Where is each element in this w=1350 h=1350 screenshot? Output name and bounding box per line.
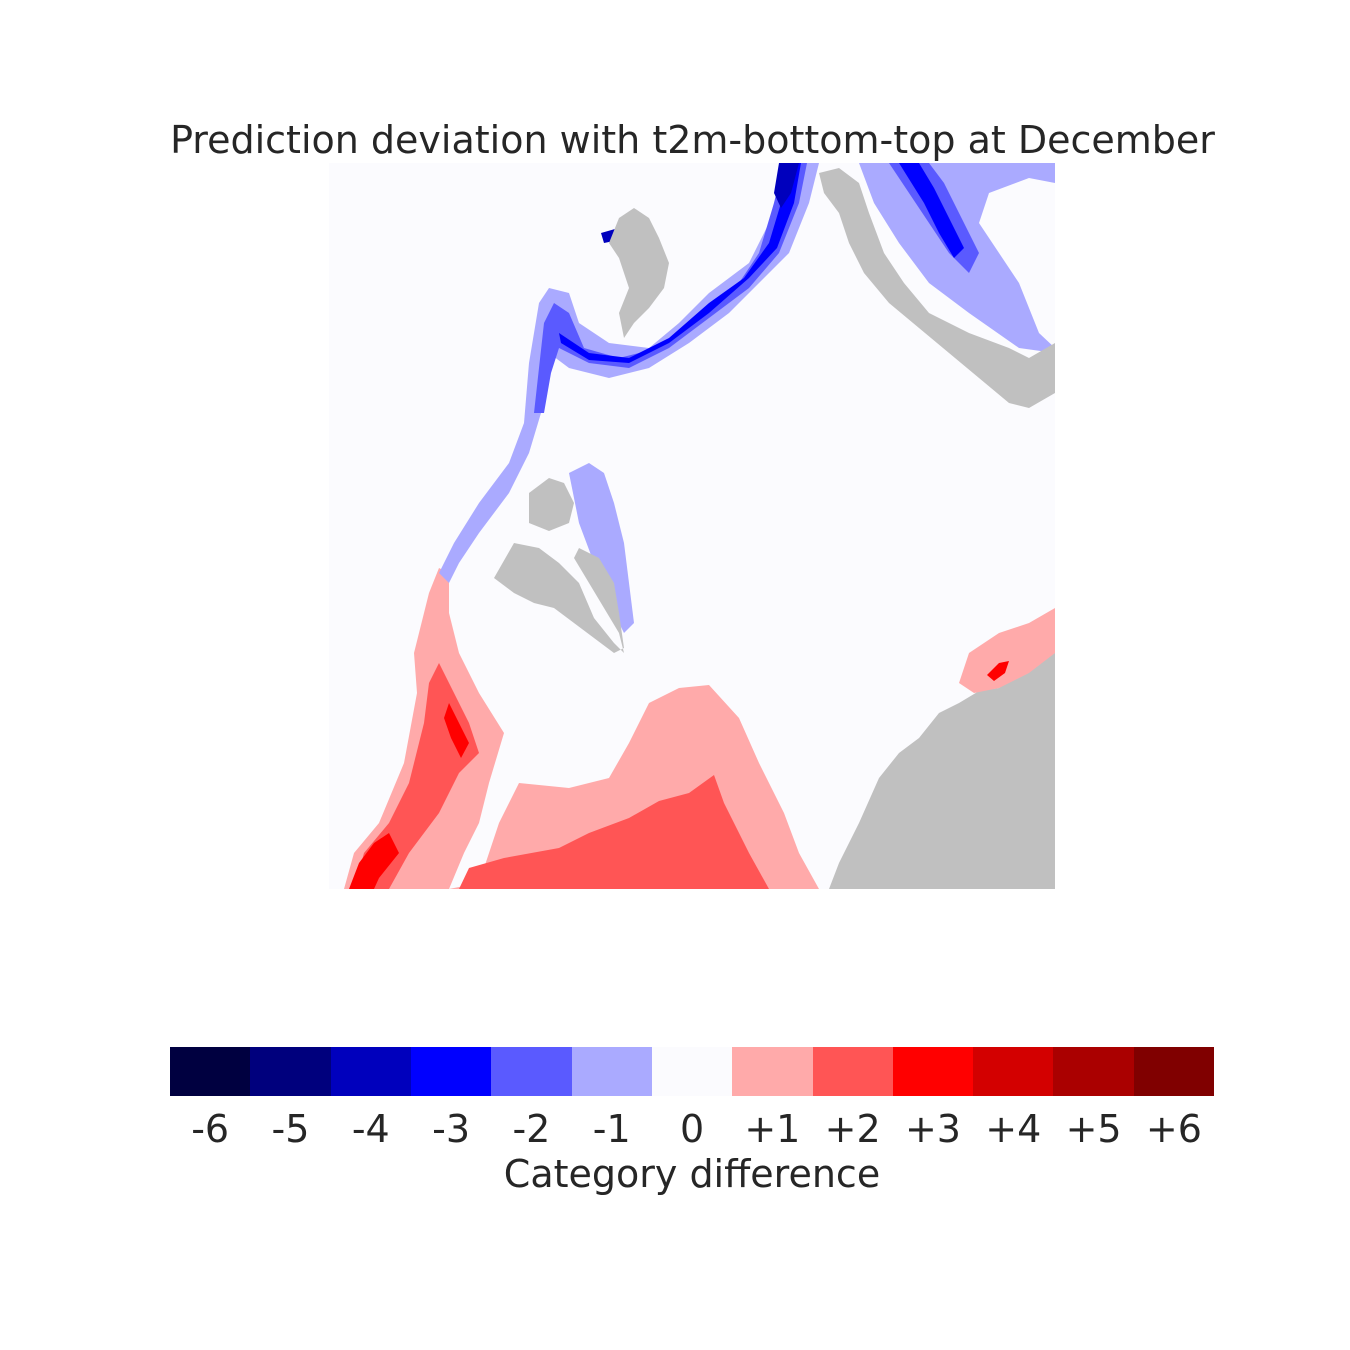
colorbar-cell — [732, 1047, 813, 1096]
positive-patch-plus1-southeast — [959, 608, 1055, 693]
colorbar-tick-label: 0 — [679, 1107, 705, 1151]
positive-strip-plus3-west-inner — [444, 703, 469, 758]
colorbar-tick-label: -5 — [271, 1107, 310, 1151]
land-northeast — [819, 168, 1055, 408]
colorbar-tick-label: -4 — [351, 1107, 390, 1151]
positive-band-plus2-south — [459, 775, 769, 889]
colorbar-cell — [812, 1047, 893, 1096]
colorbar-cell — [170, 1047, 251, 1096]
colorbar-tick-label: +1 — [744, 1107, 801, 1151]
negative-strip-minus1-northwest — [439, 163, 819, 583]
colorbar-cell — [330, 1047, 411, 1096]
colorbar-tick-label: -2 — [512, 1107, 551, 1151]
deviation-map — [329, 163, 1055, 889]
colorbar-tick-label: -3 — [432, 1107, 471, 1151]
positive-patch-plus3-southeast — [987, 661, 1009, 681]
colorbar-tick-label: -1 — [592, 1107, 631, 1151]
land-southern-islands — [494, 543, 624, 653]
colorbar-tick-label: +4 — [985, 1107, 1042, 1151]
colorbar-cell — [651, 1047, 733, 1096]
land-central-island — [529, 478, 574, 531]
negative-strip-minus1-islands — [569, 463, 634, 633]
colorbar-label: Category difference — [503, 1152, 881, 1196]
land-south-east — [829, 653, 1055, 889]
colorbar-tick-label: +5 — [1065, 1107, 1122, 1151]
colorbar-cell — [892, 1047, 974, 1096]
colorbar-cell — [973, 1047, 1054, 1096]
colorbar-cell — [250, 1047, 331, 1096]
colorbar-tick-label: +2 — [824, 1107, 881, 1151]
colorbar-tick-label: +6 — [1145, 1107, 1202, 1151]
colorbar-cell — [571, 1047, 652, 1096]
negative-strip-minus4-northwest — [774, 163, 799, 208]
colorbar-ticks: -6 -5 -4 -3 -2 -1 0 +1 +2 +3 +4 +5 +6 — [170, 1105, 1214, 1153]
colorbar-cell — [1133, 1047, 1215, 1096]
colorbar-cell — [1053, 1047, 1134, 1096]
colorbar-cell — [410, 1047, 492, 1096]
positive-strip-plus3-west — [349, 833, 399, 889]
chart-title: Prediction deviation with t2m-bottom-top… — [170, 118, 1215, 162]
colorbar-tick-label: -6 — [191, 1107, 230, 1151]
colorbar-cell — [491, 1047, 572, 1096]
colorbar — [170, 1047, 1215, 1096]
negative-strip-minus3-northeast — [899, 163, 964, 258]
colorbar-tick-label: +3 — [904, 1107, 961, 1151]
land-north-island — [609, 208, 669, 338]
